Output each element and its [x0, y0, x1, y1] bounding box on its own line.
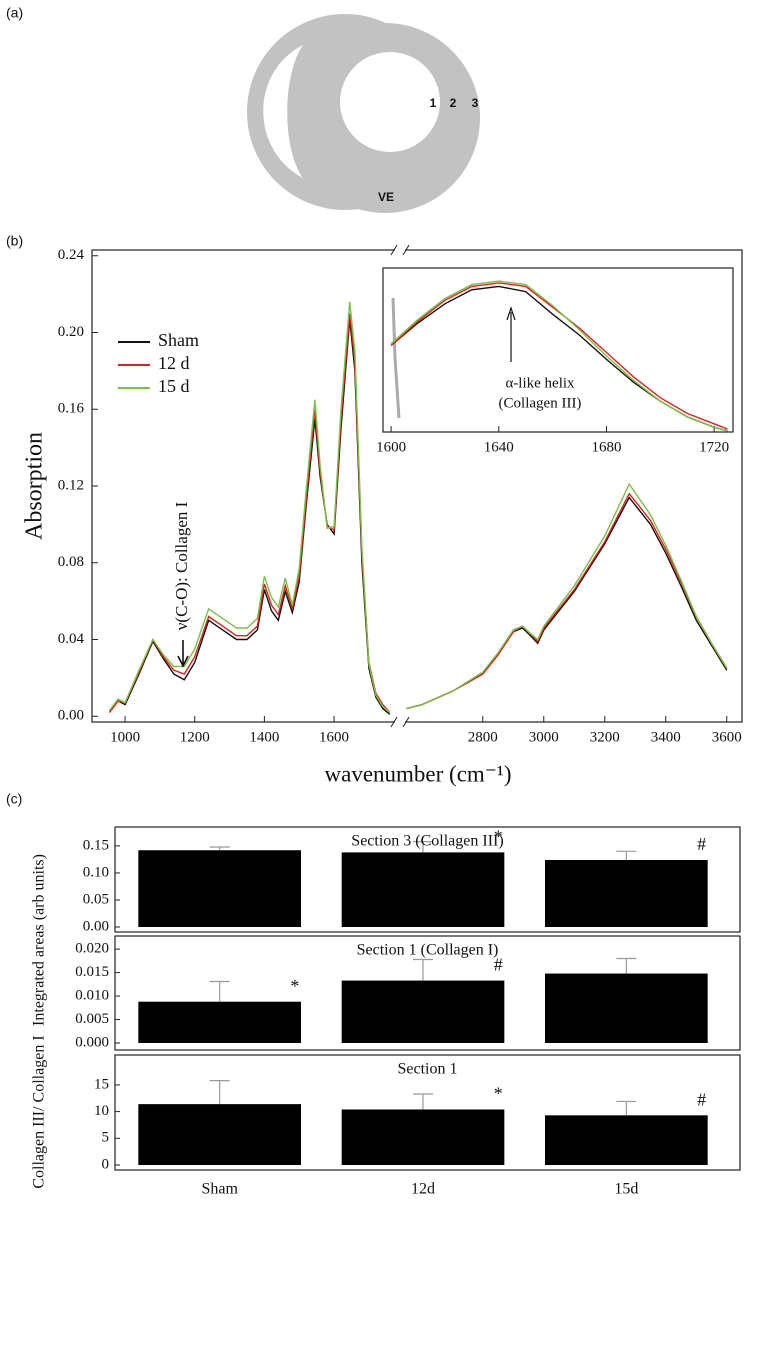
x-tick-label: 1600 [319, 729, 349, 745]
chart-title: Section 1 (Collagen I) [357, 942, 499, 959]
y-axis-label: Integrated areas (arb units) [31, 854, 48, 1026]
series-line [406, 492, 728, 710]
axis-break-mark [390, 716, 410, 728]
y-tick-label: 0.010 [75, 988, 109, 1004]
x-tick-label: 3600 [712, 729, 742, 745]
diagram-cavity [340, 52, 440, 152]
significance-mark: * [494, 827, 503, 847]
x-axis-label: wavenumber (cm⁻¹) [325, 761, 512, 786]
y-tick-label: 0.24 [58, 247, 85, 263]
y-tick-label: 0.12 [58, 477, 84, 493]
y-tick-label: 0.005 [75, 1011, 109, 1027]
y-tick-label: 0.08 [58, 554, 84, 570]
x-tick-label: Sham [201, 1181, 238, 1198]
y-tick-label: 15 [94, 1076, 109, 1092]
error-bar [413, 840, 433, 853]
x-tick-label: 1640 [484, 439, 514, 455]
error-bar [616, 957, 637, 974]
panel-label: (b) [6, 233, 23, 249]
y-tick-label: 0.15 [83, 837, 109, 853]
error-bar [413, 1093, 433, 1110]
series-line [390, 280, 728, 432]
y-tick-label: 0 [102, 1156, 110, 1172]
bar [341, 852, 505, 927]
x-tick-label: 1200 [180, 729, 210, 745]
bar [545, 859, 708, 927]
x-tick-label: 3000 [529, 729, 559, 745]
y-tick-label: 0.16 [58, 401, 85, 417]
significance-mark: * [494, 1084, 503, 1104]
y-tick-label: 10 [94, 1103, 109, 1119]
bar [341, 1109, 505, 1165]
series-line [108, 301, 391, 713]
chart-title: Section 1 [398, 1061, 458, 1078]
y-axis-label: Collagen III/ Collagen I [31, 1035, 48, 1188]
x-tick-label: 3400 [651, 729, 681, 745]
bar [545, 1115, 708, 1165]
x-tick-label: 1680 [591, 439, 621, 455]
diagram-label: 1 [430, 96, 437, 110]
chart-title: Section 3 (Collagen III) [351, 833, 503, 850]
annotation: α-like helix [505, 375, 575, 391]
x-tick-label: 1720 [699, 439, 729, 455]
y-tick-label: 0.20 [58, 324, 84, 340]
error-bar [209, 846, 230, 851]
annotation: ν(C-O): Collagen I [172, 501, 191, 630]
bar [138, 1104, 301, 1165]
diagram-label: 3 [472, 96, 479, 110]
y-tick-label: 5 [102, 1130, 110, 1146]
y-tick-label: 0.020 [75, 941, 109, 957]
bar [545, 973, 708, 1043]
y-tick-label: 0.015 [75, 964, 109, 980]
y-tick-label: 0.00 [58, 708, 84, 724]
axis-break-mark [390, 244, 410, 256]
x-tick-label: 3200 [590, 729, 620, 745]
significance-mark: # [697, 1089, 706, 1109]
error-bar [413, 958, 433, 981]
y-tick-label: 0.04 [58, 631, 85, 647]
series-line [406, 482, 728, 710]
annotation: (Collagen III) [499, 395, 582, 411]
error-bar [209, 980, 230, 1002]
y-tick-label: 0.10 [83, 864, 109, 880]
significance-mark: * [290, 976, 299, 996]
inset-edge-trace [391, 297, 401, 419]
annotation-arrow [506, 306, 516, 362]
bar [138, 850, 301, 927]
axis-break-gap [395, 718, 405, 726]
error-bar [209, 1080, 230, 1105]
axis-break-gap [395, 246, 405, 254]
panel-label: (c) [6, 791, 22, 807]
bar [138, 1001, 301, 1043]
x-tick-label: 2800 [468, 729, 498, 745]
heart-diagram: 1 2 3 VE [247, 14, 480, 213]
diagram-cavity [263, 45, 303, 178]
legend-label: 12 d [158, 353, 190, 373]
x-tick-label: 15d [614, 1181, 638, 1198]
x-tick-label: 1600 [376, 439, 406, 455]
panel-label: (a) [6, 5, 23, 21]
legend-label: Sham [158, 330, 199, 350]
x-tick-label: 12d [411, 1181, 435, 1198]
error-bar [616, 850, 637, 860]
y-tick-label: 0.05 [83, 891, 109, 907]
series-line [108, 319, 391, 715]
x-tick-label: 1400 [249, 729, 279, 745]
legend-label: 15 d [158, 376, 190, 396]
significance-mark: # [494, 955, 503, 975]
significance-mark: # [697, 834, 706, 854]
y-axis-label: Absorption [22, 432, 48, 540]
bar [341, 980, 505, 1043]
y-tick-label: 0.00 [83, 918, 109, 934]
series-line [108, 313, 391, 713]
inset-frame [382, 267, 734, 433]
diagram-label: VE [378, 190, 394, 204]
x-tick-label: 1000 [110, 729, 140, 745]
diagram-label: 2 [450, 96, 457, 110]
annotation-arrow [177, 640, 189, 668]
y-tick-label: 0.000 [75, 1034, 109, 1050]
error-bar [616, 1100, 637, 1116]
